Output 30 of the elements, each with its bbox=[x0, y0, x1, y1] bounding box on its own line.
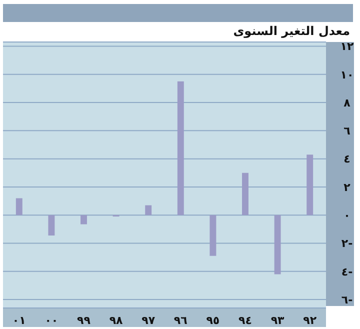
bar bbox=[210, 215, 216, 256]
bar bbox=[274, 215, 281, 274]
x-tick-label: ٩٥ bbox=[206, 314, 220, 327]
x-tick-label: ٩٩ bbox=[77, 314, 91, 327]
bar bbox=[16, 198, 22, 216]
bar bbox=[80, 215, 87, 224]
x-tick-label: ٩٦ bbox=[174, 314, 188, 327]
y-tick-label: ٢ bbox=[344, 180, 351, 194]
y-tick-label: ٦- bbox=[341, 293, 353, 306]
y-tick-label: ٨ bbox=[344, 96, 351, 110]
chart-title: معدل التغير السنوى bbox=[233, 24, 350, 38]
bar bbox=[242, 172, 248, 216]
y-tick-label: ١٠ bbox=[340, 68, 354, 82]
x-tick-label: ٠١ bbox=[12, 314, 26, 327]
x-tick-label: ٩٨ bbox=[109, 314, 124, 327]
y-tick-label: ٢- bbox=[341, 237, 353, 250]
x-tick-label: ٩٣ bbox=[270, 314, 285, 327]
bar bbox=[177, 81, 184, 216]
y-tick-label: ١٢ bbox=[340, 40, 354, 54]
x-tick-label: ٩٤ bbox=[238, 314, 252, 327]
y-tick-label: ٤- bbox=[341, 265, 353, 278]
x-tick-label: ٠٠ bbox=[44, 314, 58, 327]
y-tick-label: ٦ bbox=[344, 124, 351, 138]
bar bbox=[306, 154, 314, 216]
x-tick-label: ٩٢ bbox=[303, 314, 317, 327]
y-tick-label: ٠ bbox=[344, 209, 350, 222]
bar bbox=[145, 205, 152, 216]
bar bbox=[48, 215, 55, 236]
y-tick-label: ٤ bbox=[344, 152, 350, 166]
x-tick-label: ٩٧ bbox=[142, 314, 156, 327]
